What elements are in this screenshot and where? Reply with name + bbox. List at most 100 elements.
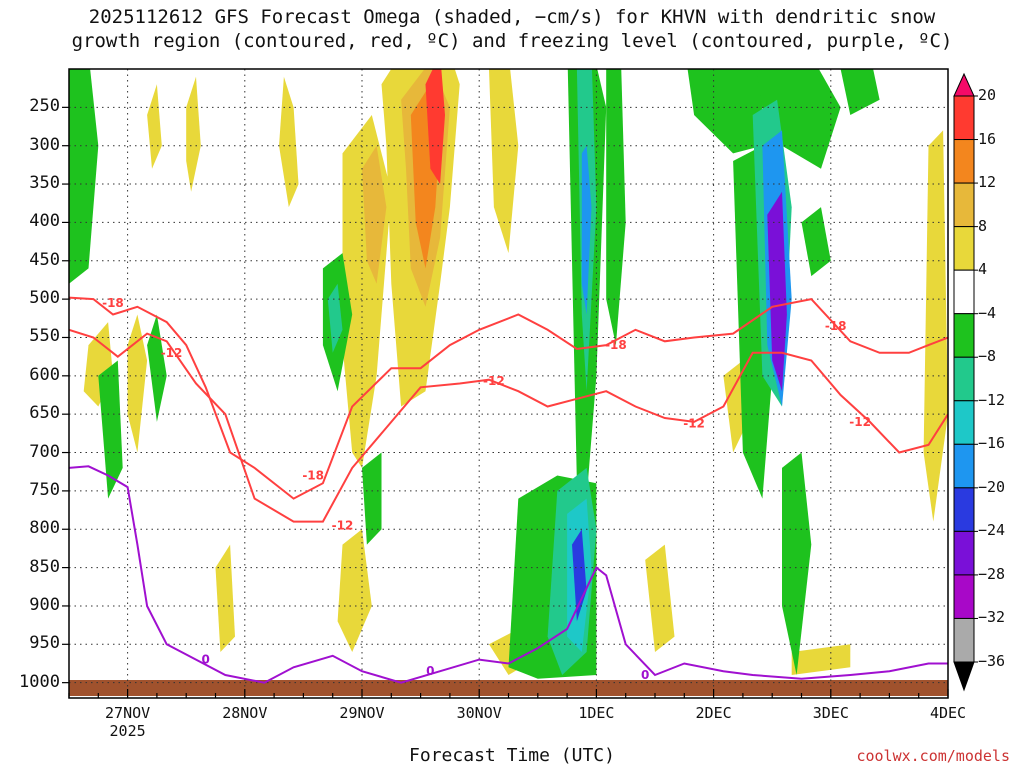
colorbar-segment	[953, 226, 975, 271]
x-tick-label: 29NOV	[339, 704, 385, 722]
contour-label: -12	[161, 346, 183, 360]
omega-region	[362, 452, 382, 545]
y-tick-label: 450	[29, 249, 60, 270]
colorbar	[953, 72, 978, 692]
y-tick-label: 1000	[19, 671, 60, 692]
y-tick-label: 950	[29, 633, 60, 654]
omega-region	[801, 207, 831, 277]
x-tick-label: 4DEC	[929, 704, 967, 722]
y-tick-label: 750	[29, 479, 60, 500]
omega-region	[327, 283, 343, 353]
freezing-level-contour	[69, 465, 948, 684]
omega-region	[606, 69, 626, 346]
x-tick-label: 27NOV	[105, 704, 151, 722]
omega-region	[127, 314, 148, 453]
colorbar-label: −4	[978, 303, 997, 322]
y-tick-label: 800	[29, 518, 60, 539]
colorbar-label: −12	[978, 390, 1006, 409]
colorbar-label: 12	[978, 173, 997, 192]
credit-link[interactable]: coolwx.com/models	[856, 747, 1010, 765]
colorbar-segment	[953, 400, 975, 445]
colorbar-top-arrow	[953, 72, 975, 97]
x-tick-label: 3DEC	[812, 704, 849, 722]
colorbar-segment	[953, 313, 975, 358]
omega-region	[791, 644, 851, 675]
dgz-contour	[69, 328, 948, 523]
colorbar-segment	[953, 182, 975, 228]
x-axis-label: Forecast Time (UTC)	[409, 745, 615, 766]
contour-label: -12	[483, 374, 505, 388]
colorbar-label: −16	[978, 434, 1006, 453]
ground-strip	[69, 680, 948, 696]
y-tick-label: 700	[29, 441, 60, 462]
y-tick-label: 850	[29, 556, 60, 577]
omega-region	[98, 360, 123, 499]
colorbar-label: 8	[978, 216, 988, 235]
contour-label: -12	[332, 518, 354, 532]
chart-title-line-2: growth region (contoured, red, ºC) and f…	[71, 30, 953, 52]
contour-label: 0	[202, 653, 210, 667]
x-tick-label: 2DEC	[695, 704, 732, 722]
colorbar-segment	[953, 95, 975, 141]
omega-region	[572, 529, 587, 622]
colorbar-label: 20	[978, 86, 997, 104]
omega-region	[840, 69, 880, 115]
omega-region	[425, 69, 445, 185]
contour-label: -12	[683, 416, 705, 430]
contour-label: 0	[641, 668, 649, 682]
y-tick-label: 550	[29, 326, 60, 347]
contour-label: -18	[302, 469, 324, 483]
y-tick-label: 900	[29, 594, 60, 615]
y-tick-label: 250	[29, 96, 60, 117]
contour-label: -18	[825, 319, 847, 333]
omega-region	[645, 544, 675, 652]
x-tick-label: 30NOV	[456, 704, 502, 722]
colorbar-bottom-arrow	[953, 661, 975, 692]
colorbar-segment	[953, 269, 975, 315]
colorbar-segment	[953, 139, 975, 184]
contour-label: -12	[849, 415, 871, 429]
y-tick-label: 600	[29, 364, 60, 385]
omega-region	[337, 529, 372, 652]
contour-label: 0	[426, 664, 434, 678]
colorbar-label: −28	[978, 564, 1006, 583]
omega-region	[767, 191, 787, 392]
x-tick-label: 28NOV	[222, 704, 268, 722]
y-tick-label: 300	[29, 134, 60, 155]
chart-title-line-1: 2025112612 GFS Forecast Omega (shaded, −…	[88, 6, 936, 28]
colorbar-label: −32	[978, 608, 1006, 627]
contour-label: -18	[605, 338, 627, 352]
colorbar-label: 16	[978, 129, 997, 148]
omega-region	[756, 69, 841, 169]
y-tick-label: 650	[29, 403, 60, 424]
colorbar-segment	[953, 617, 975, 663]
colorbar-label: −20	[978, 477, 1006, 496]
omega-region	[362, 145, 387, 284]
omega-region	[489, 69, 519, 254]
colorbar-segment	[953, 443, 975, 489]
colorbar-segment	[953, 487, 975, 532]
colorbar-segment	[953, 574, 975, 619]
omega-region	[186, 76, 201, 192]
colorbar-label: −36	[978, 652, 1006, 670]
colorbar-label: 4	[978, 260, 988, 279]
contour-label: -18	[102, 296, 124, 310]
omega-region	[69, 69, 99, 284]
omega-region	[782, 452, 812, 675]
omega-region	[279, 76, 299, 208]
colorbar-segment	[953, 356, 975, 402]
x-tick-label: 1DEC	[578, 704, 615, 722]
omega-region	[147, 314, 167, 422]
omega-region	[581, 145, 592, 315]
dgz-contour	[69, 296, 948, 500]
omega-region	[687, 69, 763, 154]
omega-region	[215, 544, 235, 652]
y-tick-label: 400	[29, 211, 60, 232]
y-tick-label: 500	[29, 288, 60, 309]
colorbar-label: −8	[978, 347, 997, 366]
omega-region	[147, 84, 162, 169]
x-year-label: 2025	[109, 722, 146, 740]
y-tick-label: 350	[29, 173, 60, 194]
colorbar-label: −24	[978, 521, 1006, 540]
